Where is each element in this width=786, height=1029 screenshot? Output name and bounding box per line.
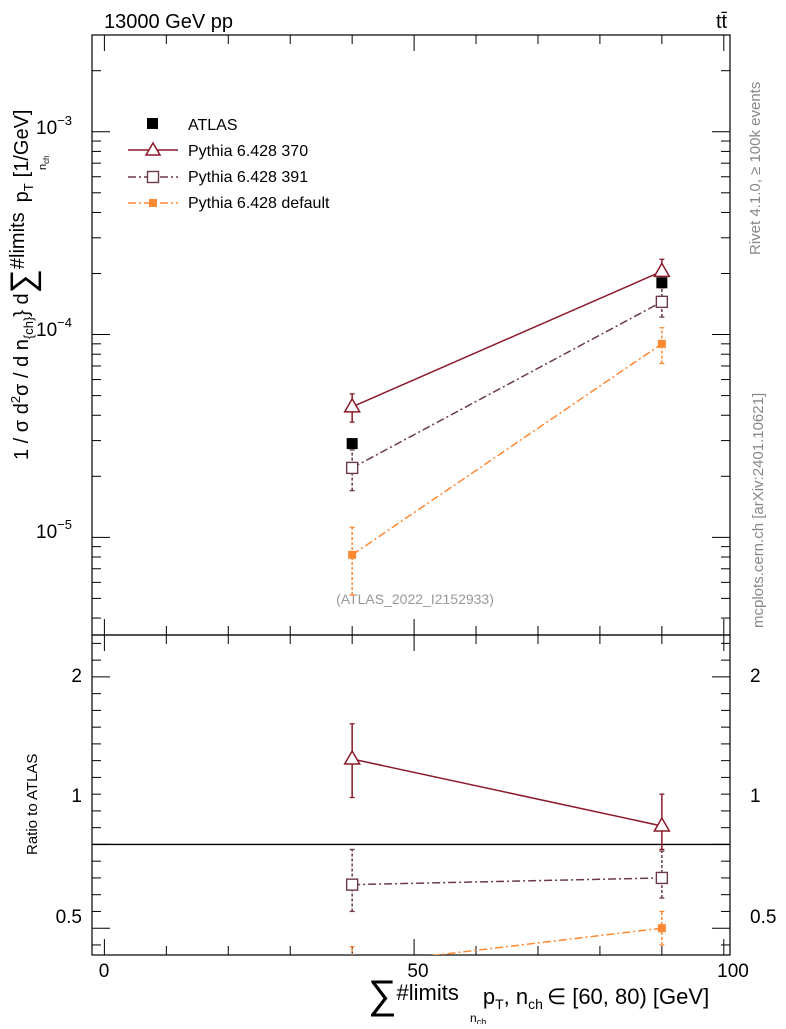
main-y-axis-label-i: T [21, 183, 36, 191]
x-axis-label-n: , n [504, 984, 528, 1009]
legend: ATLAS Pythia 6.428 370 Pythia 6.428 391 … [128, 117, 330, 212]
x-axis-sub-ch: ch [477, 1017, 487, 1024]
ratio-y-tick-label-right: 2 [750, 666, 761, 687]
legend-marker-pydef [149, 199, 157, 207]
data-point-py370 [343, 397, 361, 413]
process-label: tt̄ [716, 11, 728, 33]
main-y-axis-label-e: } d [11, 293, 33, 316]
ratio-x-tick-labels: 0 50 100 [99, 961, 749, 982]
x-axis-label-limits: #limits [397, 980, 459, 1005]
main-plot-data [343, 258, 671, 596]
energy-label: 13000 GeV pp [104, 11, 233, 33]
ratio-x-tick-label: 0 [99, 961, 110, 982]
x-axis-label-range: ∈ [60, 80) [GeV] [547, 984, 709, 1009]
main-y-axis-label-j: n [37, 164, 49, 170]
data-point-atlas [656, 277, 668, 289]
tick-base: 10 [36, 522, 57, 543]
main-y-tick-label: 10−5 [36, 517, 72, 543]
series-line-py391 [351, 301, 663, 469]
legend-label-py370: Pythia 6.428 370 [188, 143, 308, 160]
ratio-y-tick-label-left: 1 [71, 786, 82, 807]
data-point-pydef [348, 961, 356, 969]
data-point-atlas [346, 438, 358, 450]
x-axis-label-sum: ∑ [368, 973, 397, 1017]
ratio-x-tick-label: 100 [717, 961, 749, 982]
main-y-axis-label-l: [1/GeV] [11, 110, 33, 178]
series-line-pydef [430, 927, 662, 955]
tick-base: 10 [36, 320, 57, 341]
tick-base: 10 [36, 118, 57, 139]
main-y-axis-label-b: 2 [8, 396, 23, 403]
ratio-axis-ticks [92, 635, 730, 955]
ratio-y-tick-labels: 0.5 1 2 0.5 1 2 [56, 666, 777, 928]
legend-marker-py370 [144, 141, 162, 156]
series-line-py391 [352, 877, 662, 886]
ratio-x-axis-label: ∑#limits pT, nch ∈ [60, 80) [GeV] [368, 973, 709, 1017]
data-point-pydef [657, 924, 666, 933]
main-y-axis-label-f: ∑ [4, 269, 42, 293]
ratio-y-tick-label-left: 0.5 [56, 907, 82, 928]
analysis-tag: (ATLAS_2022_I2152933) [336, 591, 494, 607]
main-y-tick-labels: 10−5 10−4 10−3 [36, 113, 72, 543]
main-y-axis-label-d: {ch} [21, 316, 36, 339]
data-point-py391 [345, 878, 359, 891]
series-line-pydef [351, 343, 663, 556]
ratio-y-tick-label-right: 1 [750, 786, 761, 807]
main-y-axis-label-sub: nch [37, 155, 51, 170]
series-line-py370 [351, 758, 663, 827]
ratio-x-tick-label: 50 [407, 961, 428, 982]
legend-label-pydef: Pythia 6.428 default [188, 195, 330, 212]
tick-exponent: −4 [57, 315, 72, 330]
main-y-axis-label-k: ch [42, 155, 51, 163]
main-axis-ticks [92, 34, 730, 635]
main-y-axis-label-c: σ / d n [11, 339, 33, 396]
x-axis-sub-n: n [470, 1011, 477, 1024]
main-y-tick-label: 10−3 [36, 113, 72, 139]
main-y-axis-label-h: p [11, 191, 33, 202]
data-point-py391 [655, 295, 669, 309]
data-point-py370 [653, 261, 671, 278]
x-axis-label-p: p [483, 984, 495, 1009]
legend-marker-py391 [146, 170, 160, 184]
data-point-py391 [345, 461, 359, 475]
x-axis-label-t: T [495, 996, 504, 1012]
main-y-tick-label: 10−4 [36, 315, 72, 341]
data-point-py370 [653, 816, 671, 832]
legend-label-atlas: ATLAS [188, 117, 238, 134]
main-y-axis-label-a: 1 / σ d [11, 403, 33, 460]
ratio-y-tick-label-right: 0.5 [750, 907, 776, 928]
ratio-y-axis-label: Ratio to ATLAS [24, 754, 41, 855]
rivet-label: Rivet 4.1.0, ≥ 100k events [747, 82, 764, 255]
ratio-plot-data [343, 723, 671, 969]
x-axis-label-ch: ch [528, 996, 543, 1012]
main-y-axis-label-g: #limits [7, 212, 29, 269]
data-point-py370 [343, 749, 361, 765]
main-y-axis-label: 1 / σ d2σ / d n{ch}} d∑#limits pT [1/GeV] [4, 110, 42, 460]
tick-exponent: −5 [57, 517, 72, 532]
data-point-py391 [655, 871, 669, 885]
legend-marker-atlas [147, 118, 158, 129]
mcplots-label: mcplots.cern.ch [arXiv:2401.10621] [750, 393, 767, 628]
data-point-pydef [657, 339, 666, 348]
ratio-x-axis-label-sub: nch [470, 1011, 486, 1024]
ratio-y-tick-label-left: 2 [71, 666, 82, 687]
legend-label-py391: Pythia 6.428 391 [188, 169, 308, 186]
ratio-plot-frame [91, 634, 731, 956]
data-point-pydef [348, 550, 357, 559]
series-line-py370 [351, 270, 663, 408]
tick-exponent: −3 [57, 113, 72, 128]
